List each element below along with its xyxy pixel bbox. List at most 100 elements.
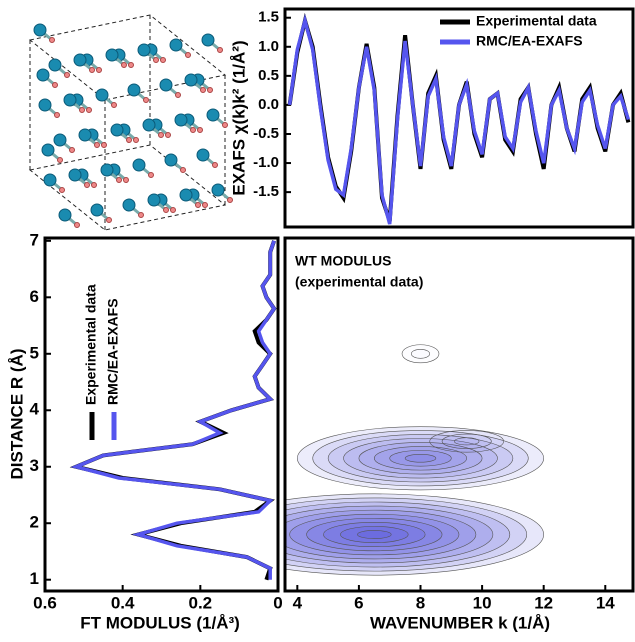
- y-tick-label: 4: [30, 400, 40, 419]
- atom: [89, 67, 95, 73]
- atom: [90, 203, 104, 217]
- atom: [96, 67, 102, 73]
- legend-label: RMC/EA-EXAFS: [476, 33, 583, 49]
- atom: [126, 137, 132, 143]
- line: [70, 240, 277, 580]
- atom: [147, 193, 161, 207]
- atom: [133, 137, 139, 143]
- legend-label: Experimental data: [476, 13, 597, 29]
- atom: [58, 208, 72, 222]
- atom: [52, 82, 58, 88]
- annotation: WT MODULUS: [295, 253, 391, 269]
- atom: [110, 123, 124, 137]
- contour-level: [285, 509, 477, 560]
- y-tick-label: 2: [30, 513, 39, 532]
- contour-level: [340, 526, 409, 543]
- x-tick-label: 0.2: [189, 593, 213, 612]
- atom: [100, 163, 114, 177]
- contour-level: [323, 522, 426, 548]
- atom: [185, 52, 191, 58]
- atom: [175, 92, 181, 98]
- atom: [195, 202, 201, 208]
- x-tick-label: 6: [354, 593, 363, 612]
- cell-edge: [28, 14, 227, 101]
- contour-level: [389, 450, 452, 467]
- y-tick-label: 1.0: [258, 38, 279, 55]
- atom: [116, 177, 122, 183]
- contour-level: [401, 344, 440, 364]
- atom: [179, 188, 193, 202]
- legend-label: Experimental data: [83, 284, 99, 405]
- atom: [91, 182, 97, 188]
- y-tick-label: 3: [30, 456, 39, 475]
- atom: [142, 118, 156, 132]
- atom: [78, 128, 92, 142]
- atom: [36, 68, 50, 82]
- x-tick-label: 14: [596, 593, 615, 612]
- contour-level: [297, 426, 544, 491]
- y-tick-label: -1.0: [253, 154, 279, 171]
- atom: [200, 87, 206, 93]
- atom: [64, 72, 70, 78]
- atom: [190, 127, 196, 133]
- annotation: (experimental data): [295, 274, 423, 290]
- atom: [101, 142, 107, 148]
- y-tick-label: -0.5: [253, 125, 279, 142]
- atom: [122, 198, 136, 212]
- x-tick-label: 10: [473, 593, 492, 612]
- atom: [111, 102, 117, 108]
- contour-level: [289, 513, 460, 556]
- atom: [86, 107, 92, 113]
- y-tick-label: 6: [30, 287, 39, 306]
- y-axis-label: EXAFS χ(k)k² (1/Å²): [229, 40, 248, 195]
- atom: [121, 62, 127, 68]
- atom: [138, 212, 144, 218]
- contour-level: [441, 433, 492, 449]
- atom: [222, 122, 228, 128]
- x-tick-label: 0: [273, 593, 282, 612]
- atom: [63, 93, 77, 107]
- atom: [74, 222, 80, 228]
- atom: [127, 83, 141, 97]
- x-tick-label: 0.6: [33, 593, 57, 612]
- contour-level: [358, 442, 483, 475]
- atom: [54, 112, 60, 118]
- atom: [184, 73, 198, 87]
- atom: [158, 132, 164, 138]
- atom: [169, 38, 183, 52]
- atom: [164, 153, 178, 167]
- atom: [170, 207, 176, 213]
- atom: [143, 97, 149, 103]
- atom: [73, 53, 87, 67]
- contour-level: [327, 434, 514, 483]
- atom: [69, 147, 75, 153]
- atom: [163, 207, 169, 213]
- atom: [123, 177, 129, 183]
- atom: [207, 87, 213, 93]
- contour-level: [306, 517, 443, 552]
- atom: [41, 143, 55, 157]
- atom: [49, 37, 55, 43]
- atom: [48, 58, 62, 72]
- contour-level: [404, 454, 437, 463]
- contour-level: [454, 437, 480, 446]
- contour-level: [357, 530, 392, 539]
- line: [287, 13, 631, 225]
- legend-label: RMC/EA-EXAFS: [105, 298, 121, 405]
- x-tick-label: 0.4: [111, 593, 135, 612]
- atom: [227, 197, 233, 203]
- atom: [160, 57, 166, 63]
- atom: [95, 88, 109, 102]
- atom: [153, 57, 159, 63]
- atom: [94, 142, 100, 148]
- atom: [38, 98, 52, 112]
- atom: [217, 47, 223, 53]
- atom: [132, 158, 146, 172]
- plot-frame: [283, 236, 635, 593]
- atom: [211, 183, 225, 197]
- atom: [174, 113, 188, 127]
- contour-level: [410, 348, 431, 359]
- y-tick-label: 1: [30, 569, 39, 588]
- x-axis-label: WAVENUMBER k (1/Å): [370, 613, 550, 632]
